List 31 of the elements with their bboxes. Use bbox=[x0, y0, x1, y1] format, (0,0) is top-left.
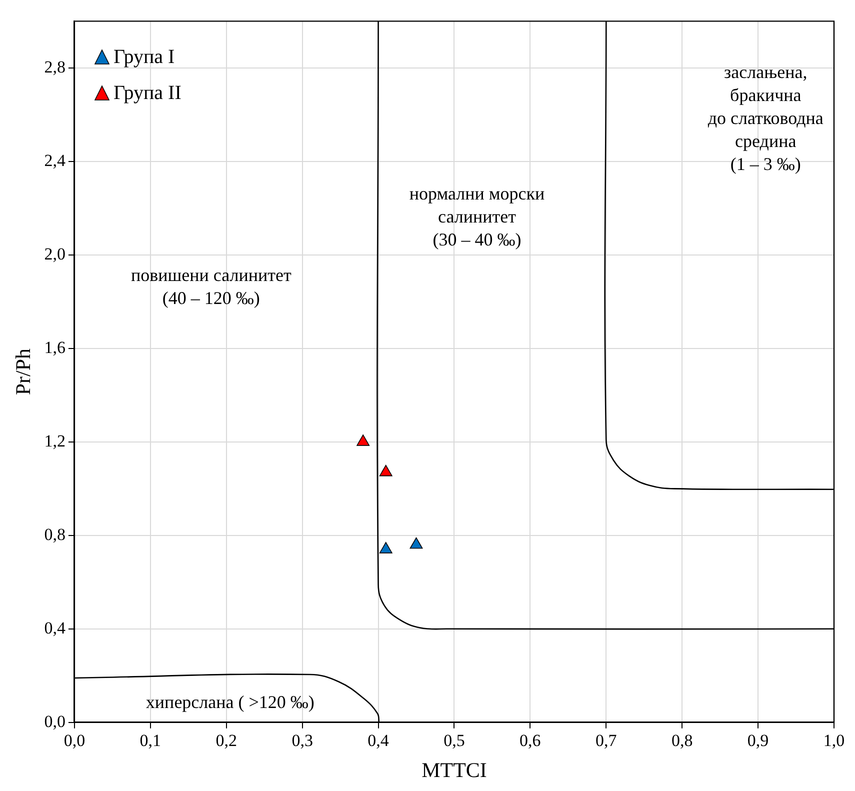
annotation: нормални морски салинитет (30 – 40 ‰) bbox=[409, 183, 546, 250]
x-tick-label: 0,4 bbox=[368, 731, 390, 750]
point bbox=[410, 537, 423, 549]
y-tick-label: 0,0 bbox=[44, 712, 66, 731]
annotation: хиперслана ( >120 ‰) bbox=[146, 692, 314, 712]
y-tick-label: 2,0 bbox=[44, 244, 66, 264]
y-tick-label: 0,8 bbox=[44, 524, 66, 544]
x-tick-label: 0,6 bbox=[520, 731, 541, 750]
y-tick-label: 1,2 bbox=[44, 431, 66, 450]
x-tick-label: 0,7 bbox=[596, 731, 618, 750]
y-tick-label: 0,4 bbox=[44, 618, 66, 638]
x-tick-label: 0,3 bbox=[292, 731, 313, 750]
annotation: повишени салинитет (40 – 120 ‰) bbox=[130, 264, 292, 308]
y-tick-label: 2,8 bbox=[44, 57, 66, 76]
point bbox=[379, 464, 392, 476]
y-tick-label: 2,4 bbox=[44, 150, 66, 170]
x-tick-label: 0,1 bbox=[140, 731, 162, 750]
x-tick-label: 0,8 bbox=[671, 731, 693, 750]
y-tick-label: 1,6 bbox=[44, 338, 66, 357]
x-tick-label: 0,5 bbox=[444, 731, 465, 750]
point bbox=[379, 542, 392, 554]
point bbox=[356, 434, 370, 446]
annotation: заслањена, бракична до слатководна средина (1 – 3 ‰) bbox=[708, 62, 824, 174]
legend-label: Група II bbox=[113, 82, 182, 105]
x-tick-label: 1,0 bbox=[823, 731, 845, 750]
x-axis-title: MTTCI bbox=[422, 758, 487, 782]
x-tick-label: 0,2 bbox=[216, 731, 237, 750]
y-axis-title: Pr/Ph bbox=[11, 348, 36, 396]
x-tick-label: 0,9 bbox=[747, 731, 769, 750]
x-tick-label: 0,0 bbox=[64, 731, 86, 750]
legend-label: Група I bbox=[113, 46, 175, 69]
